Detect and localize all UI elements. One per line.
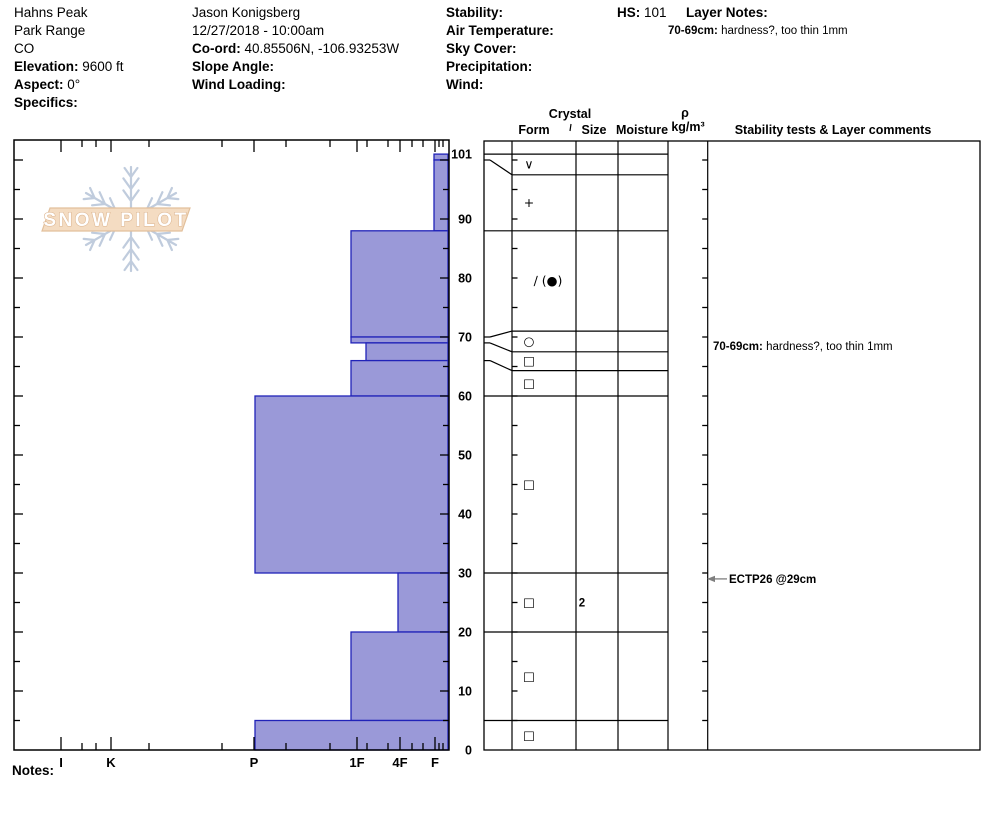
specifics: Specifics: <box>14 95 78 110</box>
wind: Wind: <box>446 77 484 92</box>
layer-notes-heading: Layer Notes: <box>686 5 768 20</box>
hardness-axis-label: 1F <box>349 755 364 770</box>
grain-form-symbol: □ <box>523 668 535 683</box>
hardness-bars <box>254 153 449 751</box>
snow-profile-chart: SNOW PILOT I K P 1F 4F F 101 90 80 70 60 50 40 30 20 10 0… <box>13 106 981 770</box>
air-temperature: Air Temperature: <box>446 23 554 38</box>
stability-comments-header: Stability tests & Layer comments <box>735 123 932 137</box>
hardness-axis-label: I <box>59 755 63 770</box>
depth-label: 60 <box>458 390 472 404</box>
depth-label: 30 <box>458 567 472 581</box>
grain-form-symbol: ○ <box>524 334 535 349</box>
hardness-axis-label: 4F <box>392 755 407 770</box>
depth-label: 0 <box>465 744 472 758</box>
layer-bar <box>365 342 449 362</box>
layer-comment-text: 70-69cm: hardness?, too thin 1mm <box>713 341 893 353</box>
depth-label: 70 <box>458 331 472 345</box>
hardness-axis-label: P <box>250 755 259 770</box>
form-header: Form <box>518 123 549 137</box>
snow-height: HS: 101 <box>617 5 667 20</box>
grain-form-symbol: □ <box>523 477 535 492</box>
site-info-column: Hahns Peak Park Range CO Elevation: 9600… <box>14 4 124 112</box>
grain-form-symbol: □ <box>523 727 535 742</box>
stability: Stability: <box>446 5 504 20</box>
layer-bar <box>350 336 449 344</box>
stability-test-annotation: ECTP26 @29cm <box>707 574 816 586</box>
layer-bar <box>397 572 449 633</box>
observation-datetime: 12/27/2018 - 10:00am <box>192 23 325 38</box>
layer-bar <box>433 153 449 161</box>
grain-size-value: 2 <box>579 598 585 610</box>
layer-bar <box>254 395 449 574</box>
grain-form-symbol: □ <box>523 595 535 610</box>
site-state: CO <box>14 41 35 56</box>
hardness-axis-label: F <box>431 755 439 770</box>
aspect: Aspect: 0° <box>14 77 81 92</box>
notes-heading: Notes: <box>12 763 55 778</box>
grain-form-symbol: + <box>524 195 534 210</box>
watermark-text: SNOW PILOT <box>43 210 188 231</box>
site-name: Hahns Peak <box>14 5 88 20</box>
plot-border <box>13 139 450 751</box>
layer-bar <box>350 230 449 338</box>
grain-form-symbol: ∕ (●) <box>534 273 563 288</box>
observer-column: Jason Konigsberg 12/27/2018 - 10:00am Co… <box>192 4 399 94</box>
conditions-column: Stability: Air Temperature: Sky Cover: P… <box>446 4 554 94</box>
depth-label: 40 <box>458 508 472 522</box>
layer-bar <box>433 159 449 232</box>
depth-label: 101 <box>451 148 472 162</box>
size-header: Size <box>581 123 606 137</box>
layer-comment-annotation: 70-69cm: hardness?, too thin 1mm <box>713 341 893 353</box>
grain-form-symbol: □ <box>523 353 535 368</box>
sky-cover: Sky Cover: <box>446 41 517 56</box>
moisture-header: Moisture <box>616 123 668 137</box>
depth-label: 10 <box>458 685 472 699</box>
crystal-header: Crystal <box>549 107 591 121</box>
watermark-banner <box>41 207 191 232</box>
grain-form-symbol: ∨ <box>524 156 533 171</box>
depth-label: 90 <box>458 213 472 227</box>
density-symbol-header: ρ <box>681 106 689 120</box>
ect-result-label: ECTP26 @29cm <box>729 574 816 586</box>
slope-angle: Slope Angle: <box>192 59 275 74</box>
hardness-axis-labels: I K P 1F 4F F <box>59 755 439 770</box>
depth-label: 50 <box>458 449 472 463</box>
layer-note: 70-69cm: hardness?, too thin 1mm <box>668 25 848 37</box>
wind-loading: Wind Loading: <box>192 77 286 92</box>
layer-table-grid <box>483 123 981 751</box>
grain-form-symbol: □ <box>523 375 535 390</box>
layer-bar <box>254 719 449 751</box>
observer-name: Jason Konigsberg <box>192 5 301 20</box>
density-units-header: kg/m³ <box>671 120 704 134</box>
snowpilot-watermark: SNOW PILOT <box>41 165 191 273</box>
site-range: Park Range <box>14 23 86 38</box>
hardness-axis-label: K <box>106 755 116 770</box>
coordinates: Co-ord: 40.85506N, -106.93253W <box>192 41 400 56</box>
layer-bar <box>350 631 449 722</box>
grain-form-column: ∨ + ∕ (●) ○ □ □ □ □ 2 □ □ <box>523 156 585 742</box>
depth-axis-labels: 101 90 80 70 60 50 40 30 20 10 0 <box>451 148 472 758</box>
depth-label: 80 <box>458 272 472 286</box>
precipitation: Precipitation: <box>446 59 533 74</box>
elevation: Elevation: 9600 ft <box>14 59 124 74</box>
depth-label: 20 <box>458 626 472 640</box>
layer-bar <box>350 359 449 397</box>
